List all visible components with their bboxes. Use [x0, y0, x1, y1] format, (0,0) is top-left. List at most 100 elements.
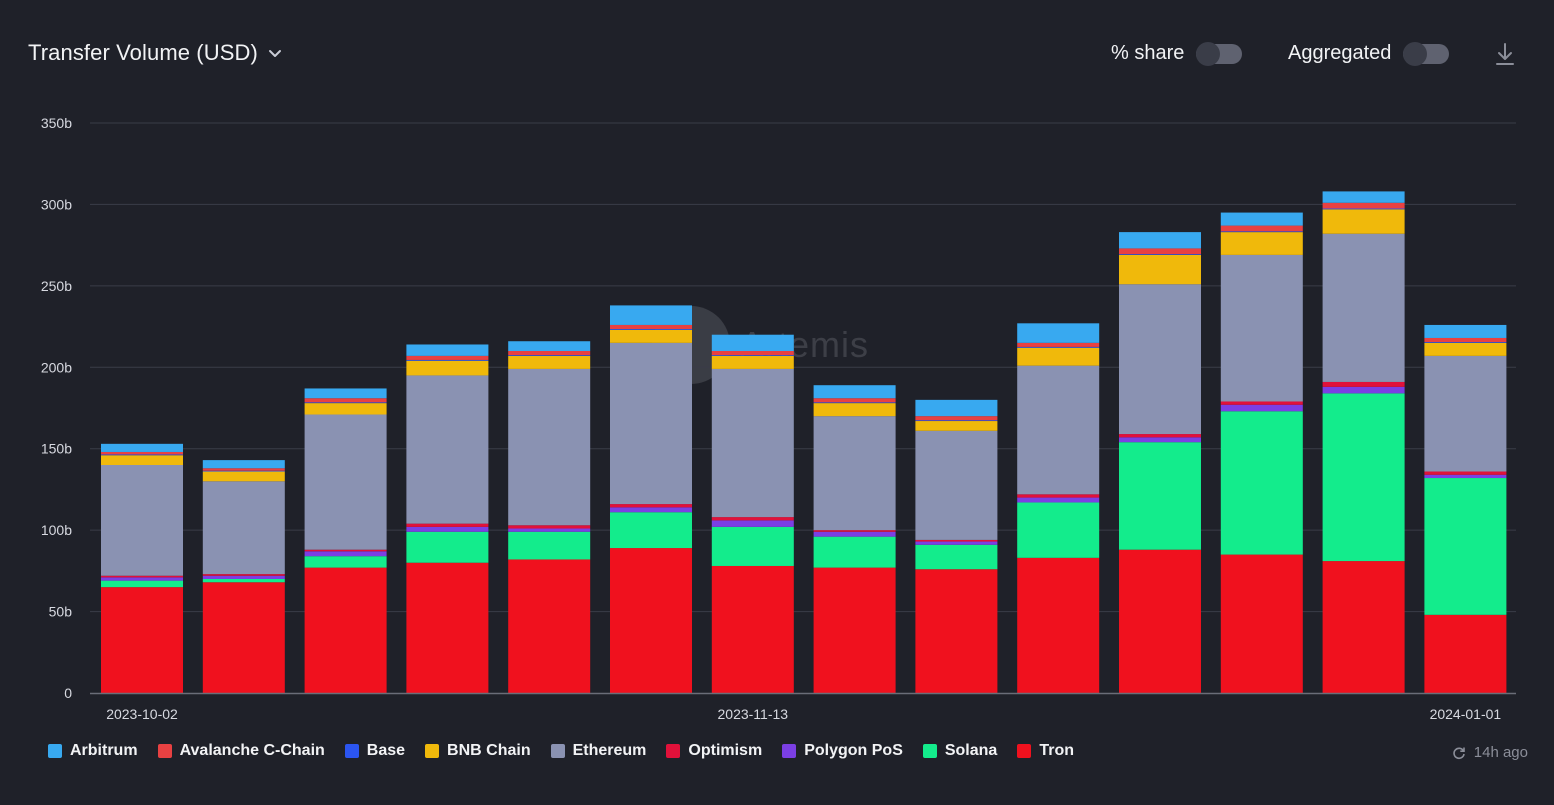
bar-segment-tron[interactable] [406, 562, 489, 693]
bar-segment-polygon-pos[interactable] [610, 507, 692, 513]
bar-segment-optimism[interactable] [304, 549, 387, 552]
bar-segment-polygon-pos[interactable] [711, 520, 794, 527]
bar-segment-arbitrum[interactable] [915, 399, 998, 417]
bar-segment-avalanche-c-chain[interactable] [915, 416, 998, 421]
bar-segment-bnb-chain[interactable] [508, 355, 591, 369]
legend-item-avalanche-c-chain[interactable]: Avalanche C-Chain [157, 742, 325, 760]
bar-segment-optimism[interactable] [915, 539, 998, 542]
bar-segment-polygon-pos[interactable] [202, 575, 285, 579]
bar-segment-arbitrum[interactable] [1119, 232, 1201, 249]
bar-segment-polygon-pos[interactable] [508, 528, 591, 532]
bar-segment-base[interactable] [1220, 231, 1303, 233]
bar-segment-avalanche-c-chain[interactable] [304, 398, 387, 403]
bar-segment-solana[interactable] [508, 531, 591, 560]
bar-segment-solana[interactable] [1424, 478, 1507, 615]
bar-segment-tron[interactable] [202, 582, 285, 693]
bar-segment-avalanche-c-chain[interactable] [1220, 225, 1303, 232]
bar-segment-avalanche-c-chain[interactable] [610, 324, 692, 330]
bar-segment-ethereum[interactable] [202, 481, 285, 575]
bar-segment-polygon-pos[interactable] [1322, 386, 1405, 394]
bar-segment-avalanche-c-chain[interactable] [101, 451, 183, 455]
aggregated-toggle[interactable] [1403, 41, 1450, 66]
bar-segment-arbitrum[interactable] [101, 443, 183, 452]
bar-segment-ethereum[interactable] [813, 416, 896, 531]
bar-segment-arbitrum[interactable] [711, 334, 794, 351]
legend-item-solana[interactable]: Solana [922, 742, 997, 760]
bar-segment-ethereum[interactable] [610, 342, 692, 505]
bar-segment-optimism[interactable] [813, 530, 896, 532]
bar-segment-solana[interactable] [915, 544, 998, 570]
bar-segment-avalanche-c-chain[interactable] [711, 351, 794, 356]
legend-item-base[interactable]: Base [344, 742, 405, 760]
bar-segment-ethereum[interactable] [406, 375, 489, 524]
bar-segment-avalanche-c-chain[interactable] [1119, 248, 1201, 255]
bar-segment-bnb-chain[interactable] [1119, 254, 1201, 285]
bar-segment-base[interactable] [304, 402, 387, 404]
bar-segment-ethereum[interactable] [508, 368, 591, 526]
bar-segment-bnb-chain[interactable] [610, 329, 692, 343]
bar-segment-tron[interactable] [1424, 614, 1507, 693]
bar-segment-polygon-pos[interactable] [406, 526, 489, 532]
bar-segment-arbitrum[interactable] [813, 385, 896, 399]
bar-segment-base[interactable] [813, 402, 896, 404]
bar-segment-base[interactable] [1424, 342, 1507, 343]
bar-segment-solana[interactable] [202, 579, 285, 583]
bar-segment-base[interactable] [610, 329, 692, 330]
legend-item-optimism[interactable]: Optimism [666, 742, 762, 760]
bar-segment-bnb-chain[interactable] [813, 403, 896, 417]
bar-segment-bnb-chain[interactable] [101, 455, 183, 465]
bar-segment-avalanche-c-chain[interactable] [813, 398, 896, 403]
bar-segment-optimism[interactable] [406, 523, 489, 527]
bar-segment-optimism[interactable] [202, 574, 285, 576]
bar-segment-avalanche-c-chain[interactable] [1322, 202, 1405, 209]
bar-segment-tron[interactable] [1322, 561, 1405, 693]
bar-segment-polygon-pos[interactable] [813, 531, 896, 537]
legend-item-tron[interactable]: Tron [1017, 742, 1074, 760]
bar-segment-avalanche-c-chain[interactable] [406, 355, 489, 360]
share-toggle[interactable] [1196, 41, 1243, 66]
bar-segment-solana[interactable] [1017, 502, 1100, 558]
bar-segment-polygon-pos[interactable] [304, 551, 387, 557]
bar-segment-bnb-chain[interactable] [1424, 342, 1507, 356]
bar-segment-solana[interactable] [711, 526, 794, 566]
bar-segment-arbitrum[interactable] [1322, 191, 1405, 203]
bar-segment-tron[interactable] [101, 587, 183, 693]
metric-selector[interactable]: Transfer Volume (USD) [28, 40, 284, 66]
bar-segment-optimism[interactable] [1424, 471, 1507, 475]
bar-segment-polygon-pos[interactable] [101, 577, 183, 581]
bar-segment-base[interactable] [202, 470, 285, 472]
bar-segment-solana[interactable] [1119, 442, 1201, 550]
bar-segment-base[interactable] [915, 420, 998, 422]
bar-segment-arbitrum[interactable] [304, 388, 387, 399]
bar-segment-arbitrum[interactable] [406, 344, 489, 356]
bar-segment-ethereum[interactable] [915, 430, 998, 540]
bar-segment-polygon-pos[interactable] [1119, 437, 1201, 443]
bar-segment-avalanche-c-chain[interactable] [1017, 342, 1100, 347]
bar-segment-optimism[interactable] [1017, 494, 1100, 498]
bar-segment-tron[interactable] [915, 569, 998, 693]
bar-segment-solana[interactable] [1220, 411, 1303, 555]
bar-segment-polygon-pos[interactable] [915, 541, 998, 545]
bar-segment-solana[interactable] [304, 556, 387, 568]
bar-segment-tron[interactable] [610, 548, 692, 693]
bar-segment-arbitrum[interactable] [1220, 212, 1303, 226]
bar-segment-avalanche-c-chain[interactable] [202, 468, 285, 471]
bar-segment-base[interactable] [508, 355, 591, 356]
legend-item-bnb-chain[interactable]: BNB Chain [425, 742, 531, 760]
bar-segment-solana[interactable] [406, 531, 489, 563]
bar-segment-base[interactable] [1322, 208, 1405, 210]
bar-segment-bnb-chain[interactable] [915, 421, 998, 431]
bar-segment-optimism[interactable] [101, 575, 183, 578]
bar-segment-ethereum[interactable] [1017, 365, 1100, 495]
bar-segment-base[interactable] [711, 355, 794, 356]
bar-segment-avalanche-c-chain[interactable] [508, 351, 591, 356]
bar-segment-ethereum[interactable] [1424, 355, 1507, 472]
bar-segment-solana[interactable] [101, 580, 183, 588]
bar-segment-ethereum[interactable] [304, 414, 387, 550]
bar-segment-optimism[interactable] [1119, 434, 1201, 438]
bar-segment-ethereum[interactable] [711, 368, 794, 518]
bar-segment-polygon-pos[interactable] [1424, 474, 1507, 479]
bar-segment-bnb-chain[interactable] [711, 355, 794, 369]
bar-segment-ethereum[interactable] [1220, 254, 1303, 402]
bar-segment-bnb-chain[interactable] [304, 403, 387, 415]
